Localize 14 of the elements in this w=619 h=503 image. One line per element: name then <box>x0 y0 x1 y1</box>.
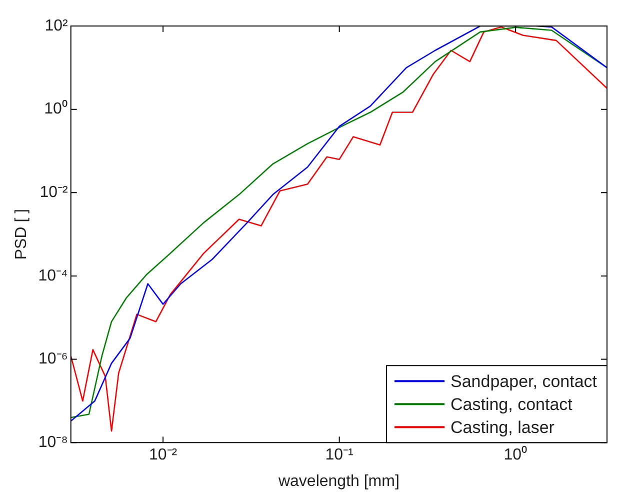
x-tick-label: 10⁰ <box>504 446 528 464</box>
y-tick-label: 10⁻⁸ <box>38 434 68 452</box>
legend-label: Sandpaper, contact <box>450 372 598 391</box>
legend-label: Casting, contact <box>450 394 573 414</box>
x-axis-title: wavelength [mm] <box>277 472 400 490</box>
y-tick-label: 10² <box>44 17 69 34</box>
x-tick-label: 10⁻¹ <box>325 446 354 464</box>
y-tick-label: 10⁰ <box>44 100 68 118</box>
y-axis-title: PSD [ ] <box>13 208 30 260</box>
y-tick-label: 10⁻⁴ <box>38 267 68 284</box>
x-tick-label: 10⁻² <box>148 446 178 464</box>
y-tick-label: 10⁻² <box>40 184 69 202</box>
y-tick-label: 10⁻⁶ <box>38 350 68 368</box>
legend-label: Casting, laser <box>450 418 555 437</box>
